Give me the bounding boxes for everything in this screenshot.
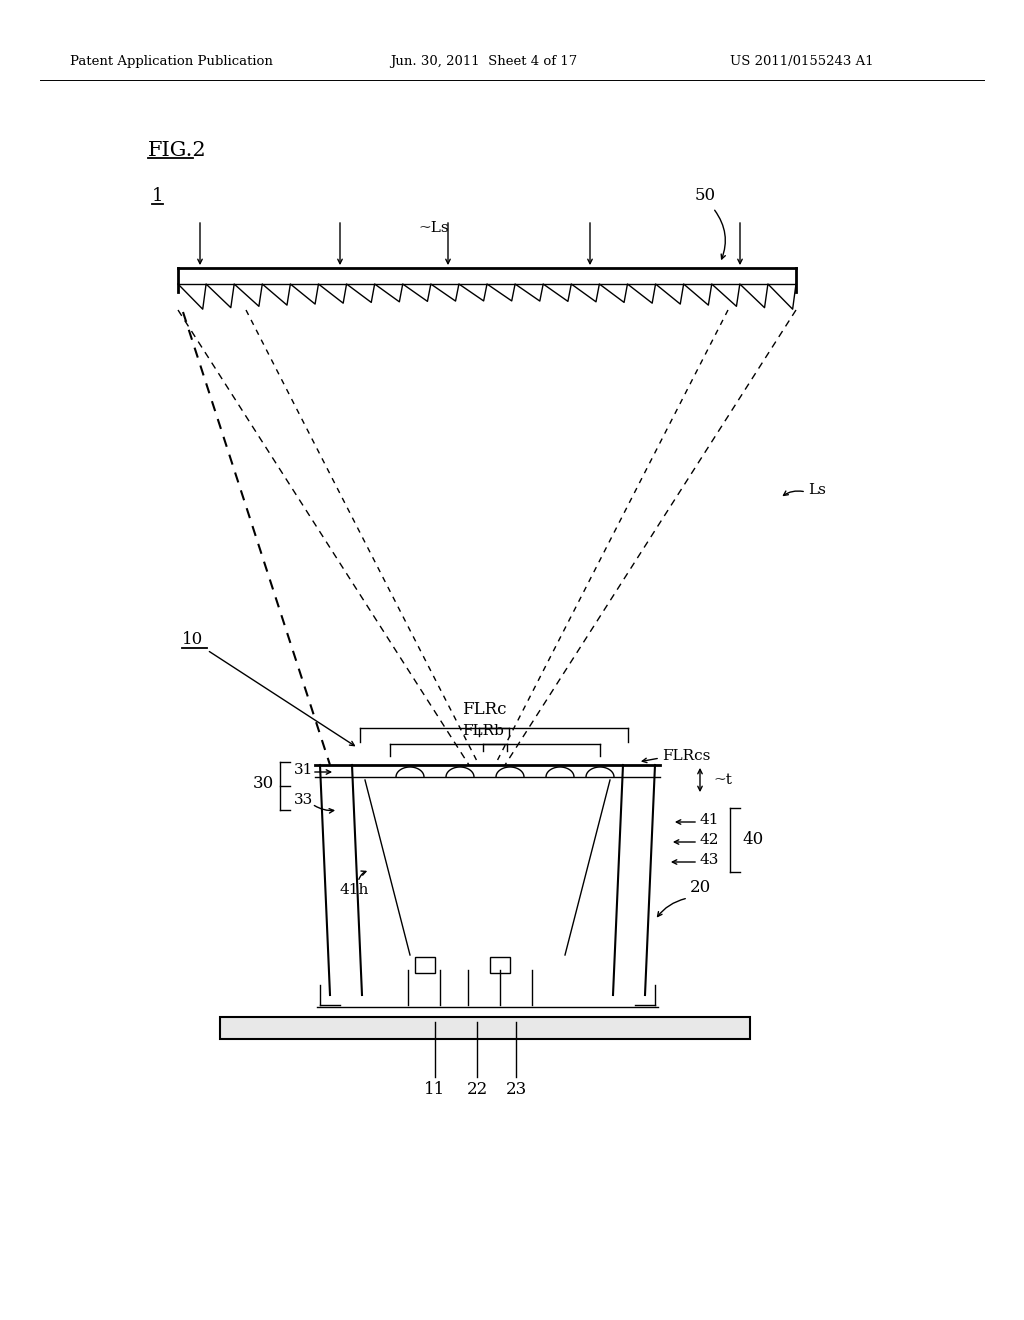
Text: 22: 22 xyxy=(466,1081,487,1097)
Bar xyxy=(220,1016,750,1039)
Text: Patent Application Publication: Patent Application Publication xyxy=(70,55,272,69)
Text: ~Ls: ~Ls xyxy=(418,220,449,235)
Text: FLRcs: FLRcs xyxy=(662,748,711,763)
Text: US 2011/0155243 A1: US 2011/0155243 A1 xyxy=(730,55,873,69)
Text: 20: 20 xyxy=(690,879,712,896)
Text: 31: 31 xyxy=(294,763,313,777)
Text: 23: 23 xyxy=(506,1081,526,1097)
Text: FIG.2: FIG.2 xyxy=(148,140,207,160)
Bar xyxy=(490,957,510,973)
Text: Ls: Ls xyxy=(808,483,826,498)
Bar xyxy=(415,957,435,973)
Text: 11: 11 xyxy=(424,1081,445,1097)
Text: 43: 43 xyxy=(700,853,720,867)
Text: FLRb: FLRb xyxy=(462,723,504,738)
Text: FLRc: FLRc xyxy=(462,701,507,718)
Text: 33: 33 xyxy=(294,793,313,807)
Text: Jun. 30, 2011  Sheet 4 of 17: Jun. 30, 2011 Sheet 4 of 17 xyxy=(390,55,578,69)
Text: 10: 10 xyxy=(182,631,203,648)
Text: 1: 1 xyxy=(152,187,164,205)
Text: 40: 40 xyxy=(742,832,763,849)
Text: 30: 30 xyxy=(253,775,274,792)
Text: 42: 42 xyxy=(700,833,720,847)
Text: 41h: 41h xyxy=(340,883,370,898)
Text: 50: 50 xyxy=(695,187,716,205)
Text: 41: 41 xyxy=(700,813,720,828)
Text: ~t: ~t xyxy=(713,774,732,787)
